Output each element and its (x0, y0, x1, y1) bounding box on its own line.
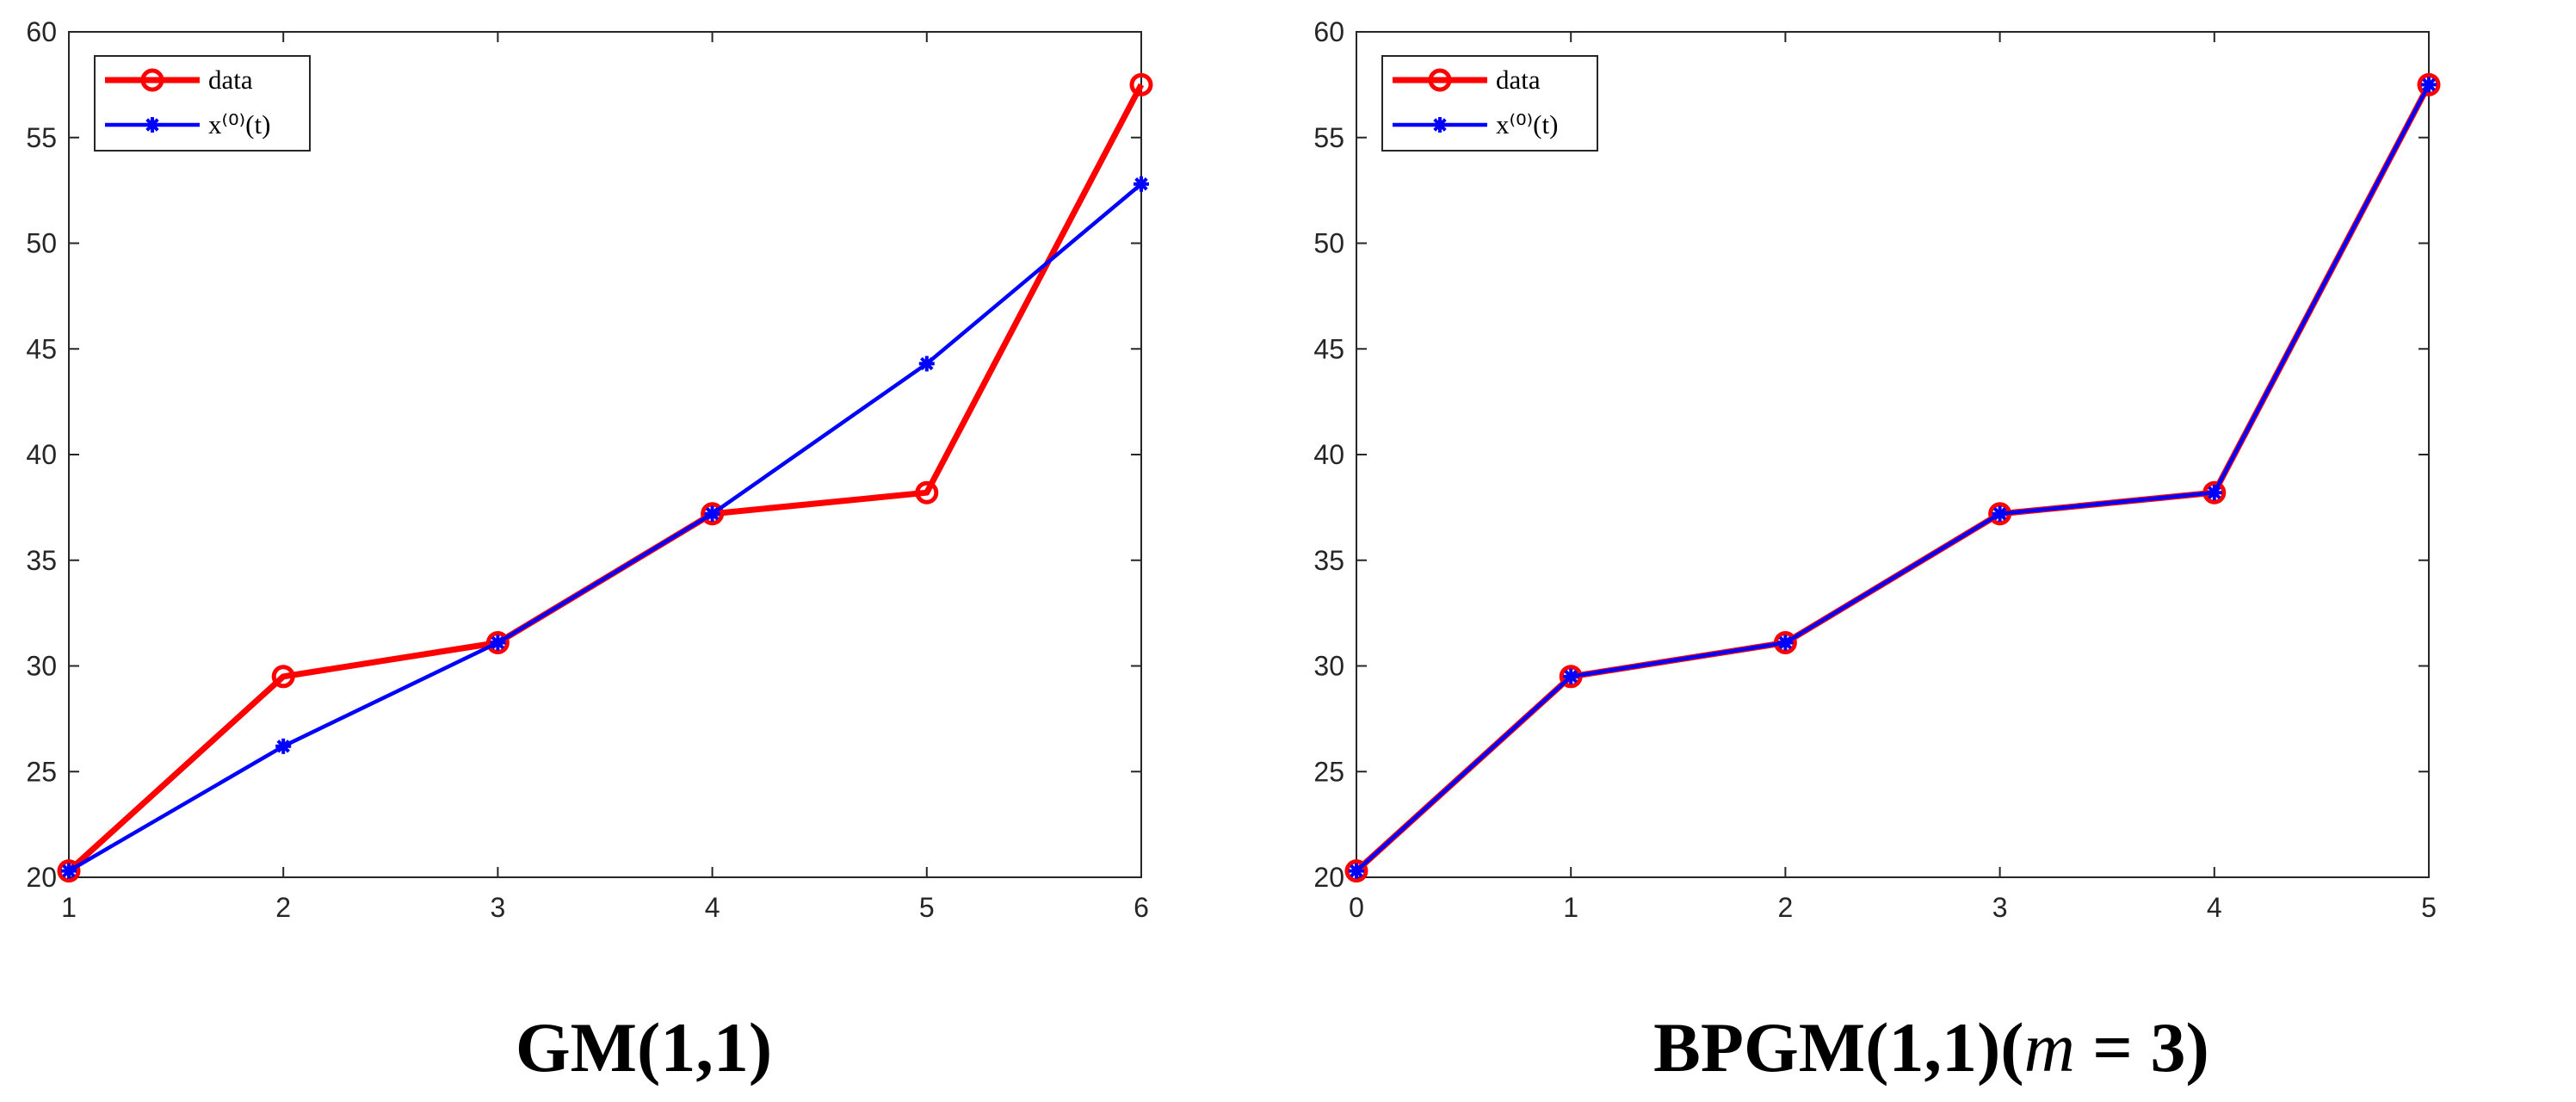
legend: data x⁽⁰⁾(t) (94, 55, 311, 152)
legend-label: data (208, 65, 253, 95)
y-tick-label: 60 (26, 16, 57, 47)
y-tick-label: 55 (1313, 122, 1344, 153)
data-point (1992, 505, 2008, 522)
legend-box (94, 55, 311, 152)
chart-caption-gm11: GM(1,1) (515, 1008, 773, 1087)
y-tick-label: 45 (26, 333, 57, 364)
legend-box (1381, 55, 1598, 152)
y-tick-label: 60 (1313, 16, 1344, 47)
y-tick-label: 25 (1313, 756, 1344, 787)
data-point (61, 863, 77, 879)
data-point (1134, 176, 1149, 192)
legend-label: x⁽⁰⁾(t) (1496, 109, 1558, 139)
x-tick-label: 1 (1563, 892, 1578, 923)
y-tick-label: 30 (1313, 651, 1344, 682)
chart-caption-bpgm11: BPGM(1,1)(m = 3) (1288, 1007, 2575, 1088)
x-tick-label: 1 (61, 892, 77, 923)
plot-area (1356, 31, 2430, 878)
data-point (1344, 859, 1368, 883)
legend-marker (140, 68, 164, 92)
x-tick-label: 3 (1992, 892, 2008, 923)
series-model (61, 176, 1149, 879)
y-tick-label: 40 (26, 439, 57, 470)
x-tick-label: 2 (1778, 892, 1794, 923)
data-point (271, 665, 295, 689)
legend-marker (145, 117, 160, 133)
legend-marker (1432, 117, 1448, 133)
x-tick-label: 2 (275, 892, 291, 923)
caption-m-symbol: m (2023, 1008, 2075, 1087)
data-point (1777, 635, 1794, 651)
y-tick-label: 20 (1313, 862, 1344, 893)
y-tick-label: 25 (26, 756, 57, 787)
data-point (2206, 485, 2222, 501)
data-point (2417, 72, 2441, 96)
legend: data x⁽⁰⁾(t) (1381, 55, 1598, 152)
data-point (1349, 863, 1364, 879)
series-model (1349, 77, 2437, 879)
x-tick-label: 0 (1349, 892, 1364, 923)
data-point (1563, 668, 1579, 684)
x-tick-label: 4 (705, 892, 720, 923)
chart-panel-gm11: 1 2 3 4 5 6 20 25 30 35 40 45 50 55 60 data x⁽⁰⁾(t) GM(1… (26, 16, 1153, 1087)
data-point (490, 635, 506, 651)
caption-prefix: BPGM(1,1)( (1653, 1008, 2024, 1087)
series-line (1355, 84, 2431, 873)
data-point (1129, 72, 1153, 96)
data-point (57, 859, 81, 883)
caption-suffix: = 3) (2074, 1008, 2209, 1087)
plot-area (68, 31, 1142, 878)
y-tick-label: 40 (1313, 439, 1344, 470)
data-point (701, 502, 725, 526)
data-point (275, 738, 292, 754)
x-tick-label: 5 (2421, 892, 2437, 923)
data-point (918, 356, 935, 372)
data-point (2421, 77, 2437, 93)
x-tick-label: 6 (1134, 892, 1149, 923)
y-tick-label: 50 (26, 228, 57, 259)
data-point (485, 630, 510, 654)
x-tick-label: 3 (491, 892, 506, 923)
x-tick-label: 4 (2207, 892, 2222, 923)
y-tick-label: 35 (26, 545, 57, 576)
legend-label: x⁽⁰⁾(t) (208, 109, 270, 139)
data-point (704, 505, 720, 522)
legend-label: data (1496, 65, 1541, 95)
y-tick-label: 55 (26, 122, 57, 153)
series-line (67, 183, 1143, 873)
x-tick-label: 5 (919, 892, 935, 923)
y-tick-label: 30 (26, 651, 57, 682)
legend-marker (1428, 68, 1452, 92)
y-tick-label: 20 (26, 862, 57, 893)
y-tick-label: 50 (1313, 228, 1344, 259)
chart-panel-bpgm11: 0 1 2 3 4 5 20 25 30 35 40 45 50 55 60 data x⁽⁰⁾(t) BPGM… (1288, 0, 2575, 1102)
data-point (915, 480, 939, 505)
y-tick-label: 35 (1313, 545, 1344, 576)
y-tick-label: 45 (1313, 333, 1344, 364)
